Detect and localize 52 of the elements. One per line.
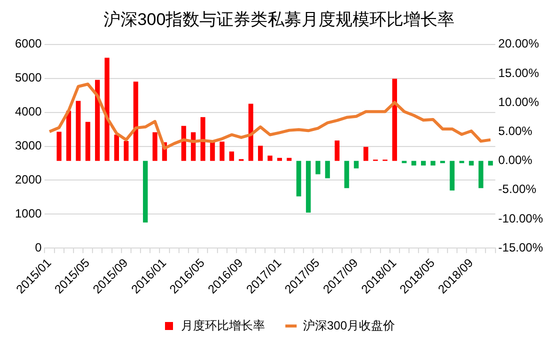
y2-tick-label: 10.00% bbox=[498, 94, 540, 109]
bar bbox=[325, 160, 330, 178]
bar bbox=[334, 140, 340, 161]
bar bbox=[450, 160, 455, 191]
bar bbox=[344, 160, 350, 188]
y-tick-label: 2000 bbox=[14, 172, 42, 187]
y-tick-label: 6000 bbox=[14, 36, 42, 51]
bar bbox=[354, 160, 359, 168]
bar bbox=[277, 158, 282, 161]
bar bbox=[488, 160, 493, 166]
bar bbox=[392, 78, 398, 161]
bar bbox=[478, 160, 484, 188]
bar bbox=[430, 160, 436, 166]
y-tick-label: 5000 bbox=[14, 70, 42, 85]
legend-label: 月度环比增长率 bbox=[180, 318, 265, 332]
bar bbox=[306, 160, 311, 213]
y-tick-label: 1000 bbox=[14, 206, 42, 220]
y2-tick-label: 20.00% bbox=[498, 36, 540, 51]
bar bbox=[296, 160, 302, 196]
bar bbox=[56, 132, 62, 161]
bar bbox=[411, 160, 416, 166]
y2-tick-label: 0.00% bbox=[498, 153, 533, 168]
bar bbox=[124, 141, 129, 161]
y2-tick-label: -10.00% bbox=[498, 211, 544, 226]
bar bbox=[220, 142, 224, 161]
bar bbox=[152, 132, 158, 161]
bar bbox=[363, 146, 368, 161]
bar bbox=[133, 82, 138, 161]
bar bbox=[85, 122, 90, 161]
bar bbox=[268, 156, 272, 161]
y2-tick-label: -5.00% bbox=[498, 182, 537, 196]
bar bbox=[229, 152, 234, 161]
y-tick-label: 4000 bbox=[14, 104, 42, 119]
y2-tick-label: 5.00% bbox=[498, 124, 533, 138]
bar bbox=[95, 80, 100, 161]
bar bbox=[258, 146, 263, 161]
bar bbox=[286, 158, 292, 161]
y2-tick-label: 15.00% bbox=[498, 66, 540, 80]
bar bbox=[142, 160, 148, 223]
bar bbox=[421, 160, 426, 166]
bar bbox=[114, 134, 119, 161]
y2-tick-label: -15.00% bbox=[498, 240, 544, 254]
y-tick-label: 3000 bbox=[14, 138, 42, 153]
bar bbox=[468, 160, 474, 166]
bar bbox=[200, 117, 206, 161]
bar bbox=[210, 142, 215, 161]
bar bbox=[316, 160, 320, 174]
bar bbox=[104, 58, 110, 161]
y-tick-label: 0 bbox=[35, 240, 42, 254]
chart-title: 沪深300指数与证券类私募月度规模环比增长率 bbox=[103, 10, 455, 29]
bar bbox=[76, 100, 81, 161]
legend-label: 沪深300月收盘价 bbox=[302, 318, 396, 332]
